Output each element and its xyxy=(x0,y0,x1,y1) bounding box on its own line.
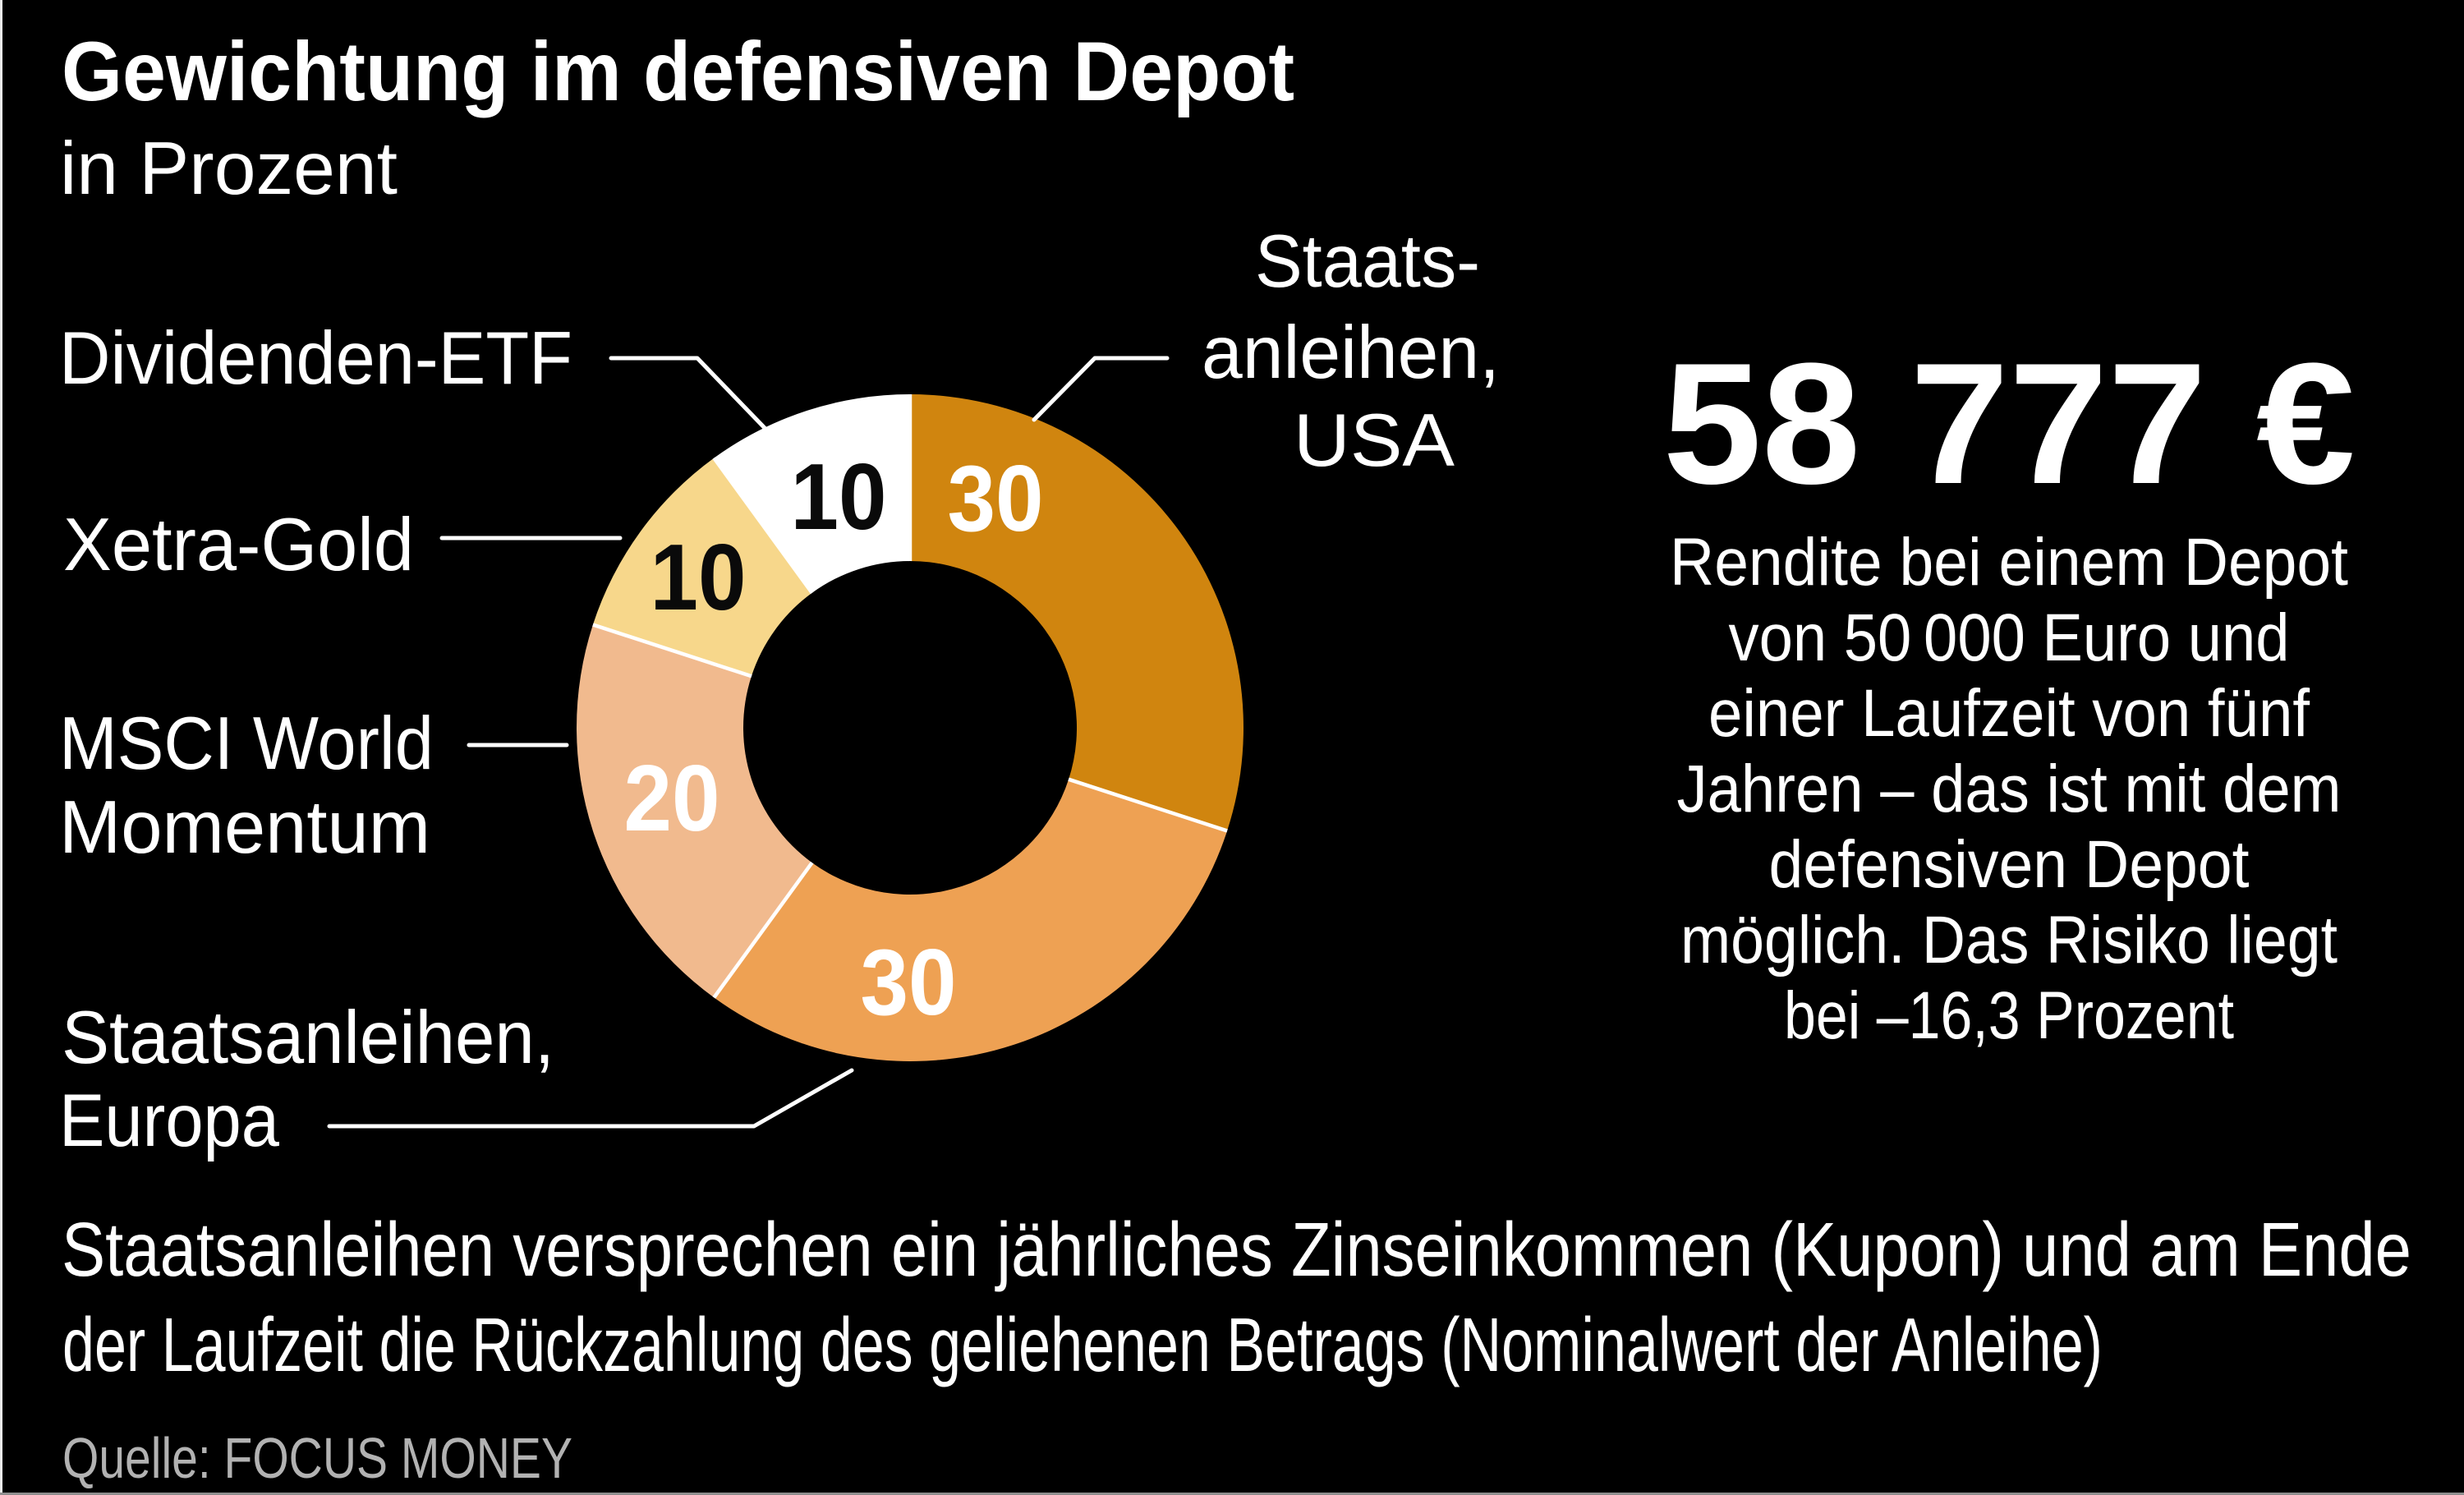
svg-text:30: 30 xyxy=(861,931,957,1035)
svg-text:USA: USA xyxy=(1294,399,1455,482)
svg-text:Momentum: Momentum xyxy=(59,786,430,869)
svg-text:Rendite bei einem Depot: Rendite bei einem Depot xyxy=(1670,525,2348,600)
svg-text:Dividenden-ETF: Dividenden-ETF xyxy=(59,317,572,400)
svg-text:Gewichtung im defensiven Depot: Gewichtung im defensiven Depot xyxy=(62,25,1294,118)
svg-text:Xetra-Gold: Xetra-Gold xyxy=(63,504,414,586)
svg-text:anleihen,: anleihen, xyxy=(1202,311,1500,394)
svg-text:Staatsanleihen versprechen ein: Staatsanleihen versprechen ein jährliche… xyxy=(62,1207,2411,1292)
svg-text:MSCI World: MSCI World xyxy=(59,702,434,785)
svg-text:der Laufzeit die Rückzahlung d: der Laufzeit die Rückzahlung des geliehe… xyxy=(62,1302,2103,1387)
svg-text:10: 10 xyxy=(650,526,747,630)
svg-text:10: 10 xyxy=(791,445,887,550)
svg-text:Europa: Europa xyxy=(59,1079,279,1162)
svg-text:in Prozent: in Prozent xyxy=(60,127,398,210)
svg-text:Staats-: Staats- xyxy=(1255,220,1480,303)
svg-text:Quelle: FOCUS MONEY: Quelle: FOCUS MONEY xyxy=(62,1426,572,1490)
svg-text:30: 30 xyxy=(948,447,1044,551)
svg-text:von 50 000 Euro und: von 50 000 Euro und xyxy=(1729,600,2290,675)
svg-text:einer Laufzeit von fünf: einer Laufzeit von fünf xyxy=(1708,676,2310,751)
svg-text:bei –16,3 Prozent: bei –16,3 Prozent xyxy=(1784,978,2234,1053)
svg-text:Jahren – das ist mit dem: Jahren – das ist mit dem xyxy=(1677,752,2342,826)
svg-text:möglich. Das Risiko liegt: möglich. Das Risiko liegt xyxy=(1680,903,2338,978)
svg-text:Staatsanleihen,: Staatsanleihen, xyxy=(62,996,554,1079)
svg-text:20: 20 xyxy=(624,747,720,851)
svg-text:defensiven Depot: defensiven Depot xyxy=(1769,827,2250,902)
svg-text:58 777 €: 58 777 € xyxy=(1663,327,2356,520)
